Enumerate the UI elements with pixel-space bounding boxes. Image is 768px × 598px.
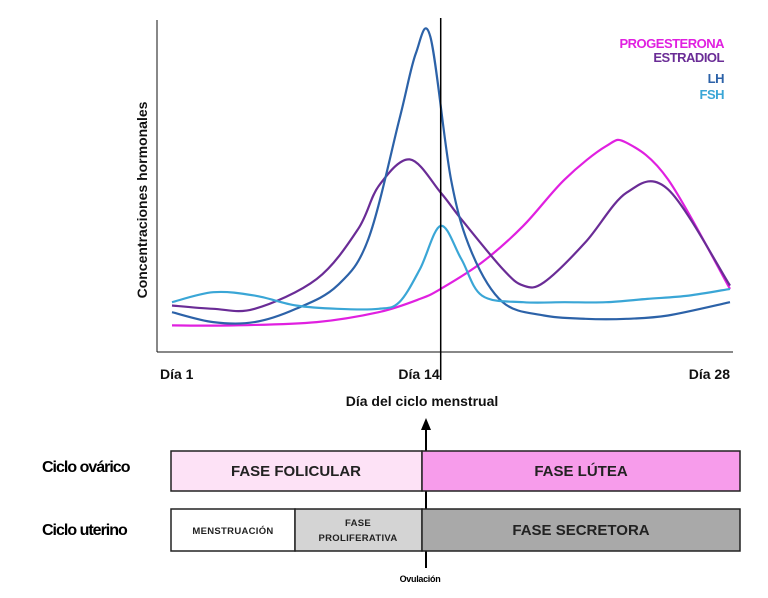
y-axis-label: Concentraciones hormonales (134, 101, 150, 298)
phase-secretora-label: FASE SECRETORA (512, 522, 649, 539)
legend-fsh: FSH (700, 87, 725, 102)
phase-secretora-box (421, 508, 741, 552)
legend-lh: LH (708, 71, 724, 86)
ovarian-cycle-label: Ciclo ovárico (42, 459, 131, 476)
series-line-progesterona (171, 138, 731, 327)
phase-folicular-box (170, 450, 423, 492)
series-line-fsh (171, 224, 731, 311)
legend: PROGESTERONA ESTRADIOL LH FSH (619, 36, 725, 102)
ovulation-arrow-head (421, 418, 431, 430)
ovulation-label: Ovulación (400, 574, 441, 584)
x-axis-label: Día del ciclo menstrual (346, 393, 499, 409)
phase-proliferativa-label-2: PROLIFERATIVA (318, 533, 397, 544)
legend-progesterona: PROGESTERONA (619, 36, 725, 51)
series-line-estradiol (171, 158, 731, 313)
uterine-cycle-label: Ciclo uterino (42, 522, 128, 539)
series-layer (171, 27, 731, 327)
x-tick-label: Día 1 (160, 366, 194, 382)
phase-lutea-box (421, 450, 741, 492)
phase-folicular-label: FASE FOLICULAR (231, 463, 361, 480)
legend-estradiol: ESTRADIOL (653, 50, 724, 65)
phase-proliferativa-label-1: FASE (345, 518, 371, 529)
series-line-lh (171, 27, 731, 325)
phase-proliferativa-box (294, 508, 423, 552)
phase-menstruacion-label: MENSTRUACIÓN (192, 525, 273, 537)
x-tick-label: Día 28 (689, 366, 730, 382)
phase-menstruacion-box (170, 508, 296, 552)
phase-lutea-label: FASE LÚTEA (534, 462, 628, 480)
x-tick-label: Día 14 (398, 366, 439, 382)
